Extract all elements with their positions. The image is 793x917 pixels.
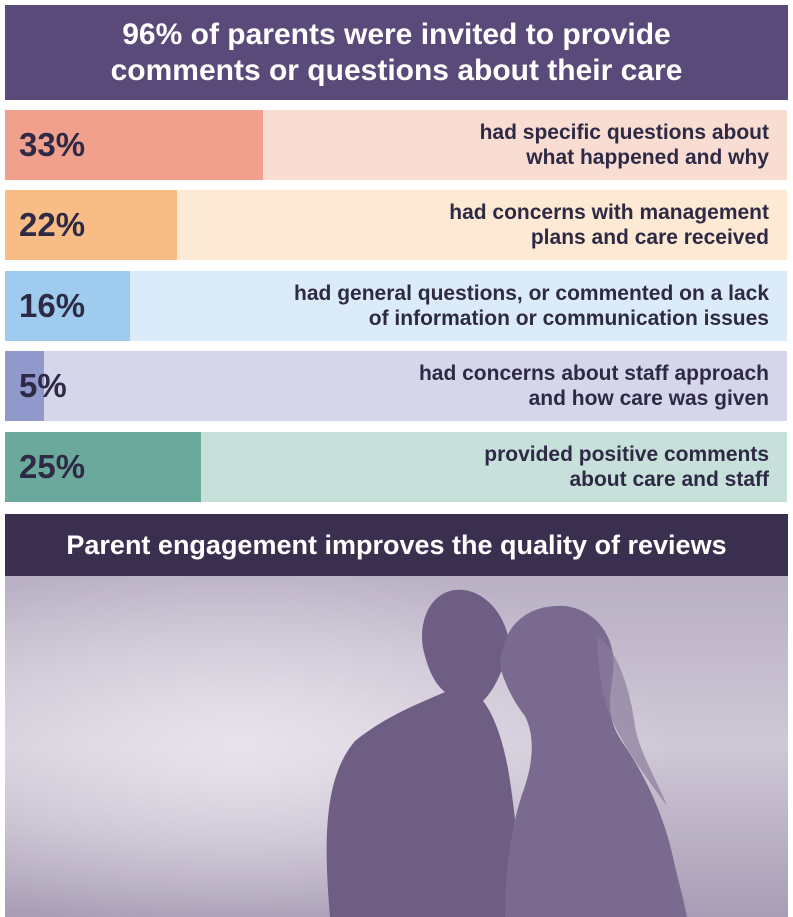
bar-description-line-2: what happened and why [526,146,769,169]
header-line-1: 96% of parents were invited to provide [122,17,671,51]
bar-fill [5,351,45,422]
bar-fill [5,110,264,180]
bar-percentage-label: 25% [19,447,86,485]
bar-row: 22% had concerns with management plans and… [5,190,787,261]
bar-row: 5% had concerns about staff approach and h… [5,351,787,422]
bar-description-line-1: had concerns about staff approach [418,362,769,386]
bar-description-line-2: of information or communication issues [368,306,769,330]
bar-description: had specific questions about what happene… [129,110,769,180]
bar-percentage-label: 16% [19,286,86,324]
bar-fill [5,270,131,341]
bar-description: provided positive comments about care and… [129,432,769,502]
bar-description: had general questions, or commented on a… [129,271,769,341]
bar-fill [5,190,178,261]
header-line-2: comments or questions about their care [110,53,683,87]
bar-description-line-2: plans and care received [530,226,769,250]
bar-description-line-1: had specific questions about [479,121,769,144]
silhouette-couple-photo [5,576,788,917]
bar-row: 33% had specific questions about what happ… [5,110,787,180]
bar-description-line-1: provided positive comments [484,442,769,466]
bar-percentage-label: 22% [19,206,86,244]
bar-description-line-2: and how care was given [528,387,769,411]
bar-description-line-1: had concerns with management [449,201,769,225]
bar-percentage-label: 5% [19,367,67,405]
bar-description-line-1: had general questions, or commented on a… [294,281,769,305]
bar-fill [5,431,201,502]
bar-description: had concerns about staff approach and how… [129,351,769,421]
bar-description-line-2: about care and staff [569,467,769,491]
bar-row: 25% provided positive comments about care … [5,431,787,502]
bar-description: had concerns with management plans and ca… [129,190,769,260]
engagement-banner: Parent engagement improves the quality o… [5,514,788,576]
bar-row: 16% had general questions, or commented o… [5,270,787,341]
bar-percentage-label: 33% [19,126,86,163]
infographic-header: 96% of parents were invited to provide c… [5,5,788,100]
silhouette-couple-image [5,576,788,917]
